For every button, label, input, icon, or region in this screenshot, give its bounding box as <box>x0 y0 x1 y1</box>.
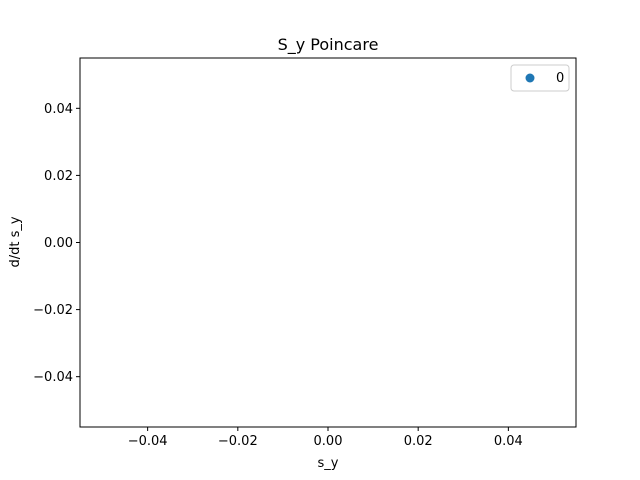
y-tick-label: −0.04 <box>33 370 73 385</box>
y-axis-label: d/dt s_y <box>8 216 23 267</box>
y-tick-label: 0.04 <box>44 102 73 117</box>
x-axis: −0.04 −0.02 0.00 0.02 0.04 <box>128 427 523 449</box>
x-axis-label: s_y <box>318 456 339 471</box>
x-tick-label: 0.00 <box>314 434 343 449</box>
legend-box <box>510 64 570 92</box>
x-tick-label: −0.02 <box>218 434 258 449</box>
y-tick-label: 0.00 <box>44 236 73 251</box>
x-tick-label: 0.02 <box>404 434 433 449</box>
y-tick-label: −0.02 <box>33 303 73 318</box>
plot-area <box>79 57 577 428</box>
legend-label: 0 <box>556 71 564 86</box>
y-tick-label: 0.02 <box>44 169 73 184</box>
y-axis: −0.04 −0.02 0.00 0.02 0.04 <box>33 102 80 385</box>
legend-marker <box>525 73 535 83</box>
legend: 0 <box>510 64 570 92</box>
chart-title: S_y Poincare <box>278 35 379 55</box>
x-tick-label: −0.04 <box>128 434 168 449</box>
x-tick-label: 0.04 <box>494 434 523 449</box>
